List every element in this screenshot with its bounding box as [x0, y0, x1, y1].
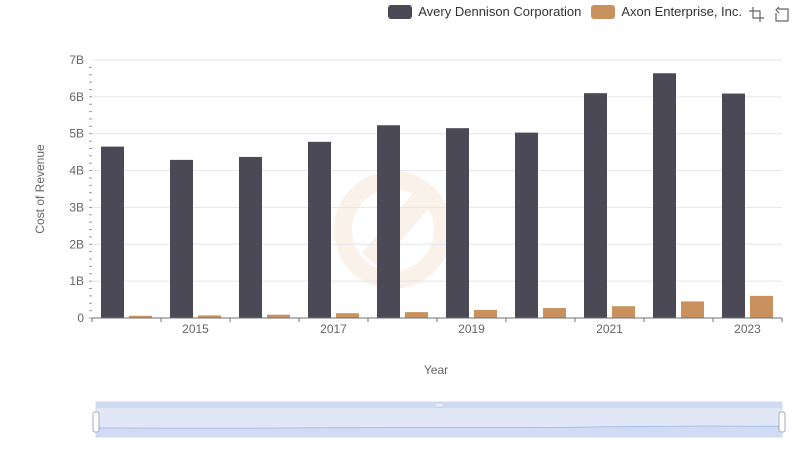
x-tick-label: 2019 — [458, 322, 485, 336]
bar-avery-2014[interactable] — [101, 146, 124, 318]
datazoom-slider[interactable] — [92, 401, 786, 438]
y-tick-label: 2B — [69, 237, 84, 251]
datazoom-drag-grip[interactable] — [434, 402, 444, 408]
bar-avery-2019[interactable] — [446, 128, 469, 318]
bar-avery-2017[interactable] — [308, 141, 331, 318]
x-tick-label: 2017 — [320, 322, 347, 336]
y-tick-label: 0 — [77, 311, 84, 325]
bar-axon-2017[interactable] — [336, 313, 359, 318]
bar-axon-2019[interactable] — [474, 309, 497, 318]
x-tick-label: 2021 — [596, 322, 623, 336]
legend-item-axon[interactable]: Axon Enterprise, Inc. — [591, 4, 742, 19]
legend-swatch-avery — [388, 4, 413, 19]
legend-label-avery: Avery Dennison Corporation — [418, 4, 582, 19]
legend-item-avery[interactable]: Avery Dennison Corporation — [388, 4, 581, 19]
x-tick-label: 2015 — [182, 322, 209, 336]
y-tick-label: 5B — [69, 127, 84, 141]
y-tick-label: 7B — [69, 53, 84, 67]
datazoom-handle-right[interactable] — [778, 411, 786, 433]
bar-axon-2020[interactable] — [543, 308, 566, 318]
bar-avery-2021[interactable] — [584, 93, 607, 319]
bars — [101, 73, 773, 319]
y-axis-label: Cost of Revenue — [33, 144, 47, 234]
legend: Avery Dennison Corporation Axon Enterpri… — [388, 4, 742, 19]
bar-axon-2015[interactable] — [198, 315, 221, 318]
datazoom-preview-area — [96, 426, 782, 437]
bar-axon-2022[interactable] — [681, 301, 704, 318]
bar-axon-2018[interactable] — [405, 312, 428, 318]
y-tick-label: 6B — [69, 90, 84, 104]
toolbox — [748, 6, 790, 22]
y-tick-label: 4B — [69, 164, 84, 178]
x-axis-label: Year — [424, 363, 448, 377]
bar-axon-2021[interactable] — [612, 306, 635, 318]
bar-axon-2023[interactable] — [750, 295, 773, 318]
bar-avery-2022[interactable] — [653, 73, 676, 318]
bar-avery-2015[interactable] — [170, 159, 193, 318]
y-tick-label: 1B — [69, 274, 84, 288]
bar-axon-2016[interactable] — [267, 314, 290, 318]
bar-avery-2018[interactable] — [377, 125, 400, 318]
y-axis: 0 1B 2B 3B 4B 5B 6B 7B — [69, 53, 92, 325]
bar-avery-2016[interactable] — [239, 156, 262, 318]
bar-avery-2020[interactable] — [515, 132, 538, 318]
legend-swatch-axon — [591, 4, 616, 19]
bar-avery-2023[interactable] — [722, 93, 745, 318]
zoom-icon[interactable] — [748, 6, 764, 22]
y-tick-label: 3B — [69, 200, 84, 214]
restore-icon[interactable] — [774, 6, 790, 22]
grid — [92, 59, 782, 319]
x-axis: 2015 2017 2019 2021 2023 — [91, 317, 783, 336]
x-tick-label: 2023 — [734, 322, 761, 336]
bar-axon-2014[interactable] — [129, 315, 152, 318]
datazoom-handle-left[interactable] — [92, 411, 100, 433]
legend-label-axon: Axon Enterprise, Inc. — [621, 4, 742, 19]
